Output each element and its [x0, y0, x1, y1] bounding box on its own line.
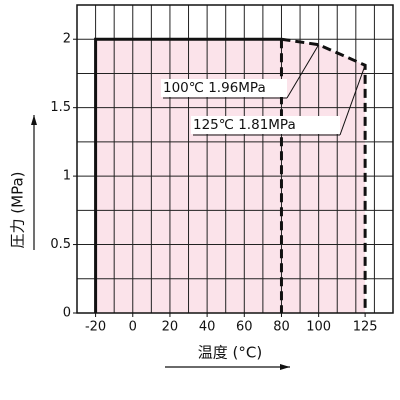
y-tick-label: 0.5 [50, 237, 71, 252]
x-tick-label: 20 [162, 320, 179, 335]
series-line [94, 37, 282, 313]
x-tick-label: 40 [199, 320, 216, 335]
series-line [281, 37, 367, 313]
x-tick-label: 60 [236, 320, 253, 335]
y-axis-label: 圧力 (MPa) [9, 172, 27, 249]
x-tick-label: 125 [353, 320, 378, 335]
y-tick-label: 2 [63, 32, 71, 47]
annotation-bg [191, 116, 340, 134]
annotation: 100℃ 1.96MPa [163, 80, 266, 96]
plot-frame [76, 4, 394, 314]
y-arrow-head [31, 115, 37, 125]
y-tick-label: 1.5 [50, 100, 71, 115]
annotation-leader [339, 65, 366, 136]
x-tick-label: 100 [306, 320, 331, 335]
x-axis-label: 温度 (°C) [198, 344, 262, 362]
x-tick-label: 0 [129, 320, 137, 335]
annotation-bg [161, 79, 287, 97]
x-tick-label: -20 [85, 320, 106, 335]
y-tick-label: 1 [63, 169, 71, 184]
annotation-leader [286, 44, 320, 99]
x-arrow-head [280, 364, 290, 370]
annotation: 125℃ 1.81MPa [193, 117, 296, 133]
plot-area: -20 0 20 40 60 80 100 125 0 0.5 1 1.5 2 100℃ 1.96MPa 1… [50, 4, 394, 335]
y-tick-label: 0 [63, 306, 71, 321]
x-tick-label: 80 [273, 320, 290, 335]
